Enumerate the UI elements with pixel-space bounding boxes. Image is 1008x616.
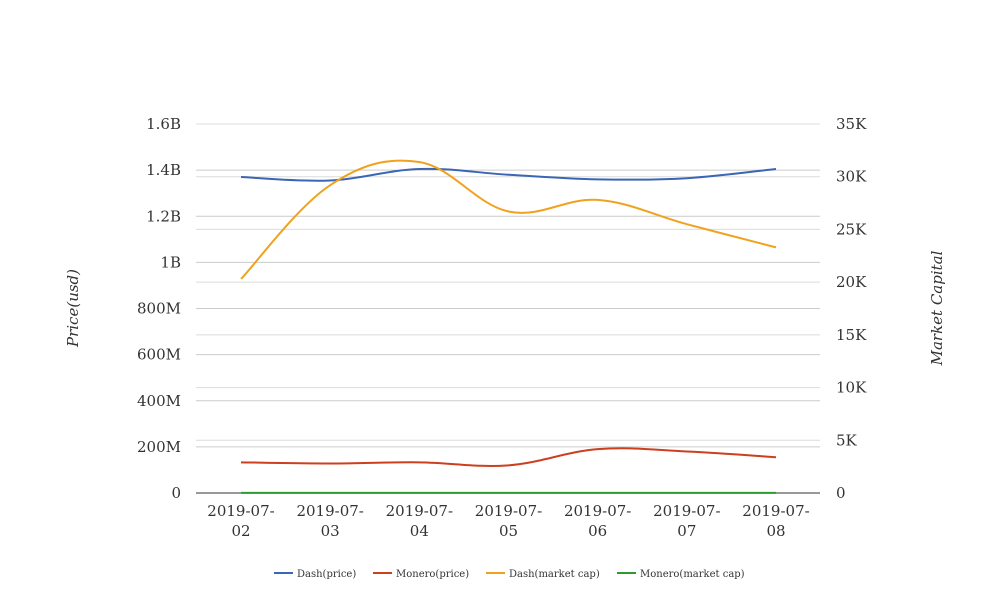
x-tick-label: 2019-07-07 <box>653 502 720 540</box>
series-line-dash-price <box>240 167 777 182</box>
legend-item-dash-price[interactable]: Dash(price) <box>274 569 356 580</box>
legend-label: Dash(price) <box>297 569 356 580</box>
x-tick-label: 2019-07-04 <box>386 502 453 540</box>
left-y-tick-label: 600M <box>137 346 181 364</box>
left-y-tick-label: 800M <box>137 300 181 318</box>
left-y-tick-label: 1.4B <box>146 161 181 179</box>
left-y-tick-label: 1.6B <box>146 115 181 133</box>
right-y-tick-label: 5K <box>836 431 858 449</box>
right-y-axis-ticks: 0 5K 10K 15K 20K 25K 30K 35K <box>836 115 867 502</box>
right-y-axis-title: Market Capital <box>928 250 946 366</box>
right-y-tick-label: 30K <box>836 168 867 186</box>
right-y-tick-label: 15K <box>836 326 867 344</box>
left-y-axis-title: Price(usd) <box>64 269 82 348</box>
series-line-dash-market-cap <box>240 159 777 280</box>
left-y-axis-ticks: 0 200M 400M 600M 800M 1B 1.2B 1.4B 1.6B <box>137 115 181 502</box>
legend[interactable]: Dash(price) Monero(price) Dash(market cap)… <box>274 569 745 580</box>
right-y-tick-label: 0 <box>836 484 846 502</box>
x-tick-label: 2019-07-06 <box>564 502 631 540</box>
legend-label: Dash(market cap) <box>509 569 600 580</box>
x-axis-ticks: 2019-07-02 2019-07-03 2019-07-04 2019-07-05… <box>207 502 809 540</box>
x-tick-label: 2019-07-08 <box>742 502 809 540</box>
gridlines <box>196 123 820 448</box>
x-tick-label: 2019-07-05 <box>475 502 542 540</box>
legend-item-monero-market-cap[interactable]: Monero(market cap) <box>617 569 745 580</box>
right-y-tick-label: 10K <box>836 379 867 397</box>
left-y-tick-label: 200M <box>137 438 181 456</box>
legend-label: Monero(price) <box>396 569 469 580</box>
right-y-tick-label: 20K <box>836 273 867 291</box>
legend-label: Monero(market cap) <box>640 569 745 580</box>
left-y-tick-label: 0 <box>171 484 181 502</box>
series-line-monero-price <box>240 447 777 467</box>
left-y-tick-label: 400M <box>137 392 181 410</box>
series-lines <box>240 159 777 494</box>
x-tick-label: 2019-07-03 <box>296 502 363 540</box>
right-y-tick-label: 35K <box>836 115 867 133</box>
right-y-tick-label: 25K <box>836 220 867 238</box>
x-tick-label: 2019-07-02 <box>207 502 274 540</box>
legend-item-dash-market-cap[interactable]: Dash(market cap) <box>486 569 600 580</box>
legend-item-monero-price[interactable]: Monero(price) <box>373 569 469 580</box>
left-y-tick-label: 1.2B <box>146 207 181 225</box>
left-y-tick-label: 1B <box>160 253 181 271</box>
